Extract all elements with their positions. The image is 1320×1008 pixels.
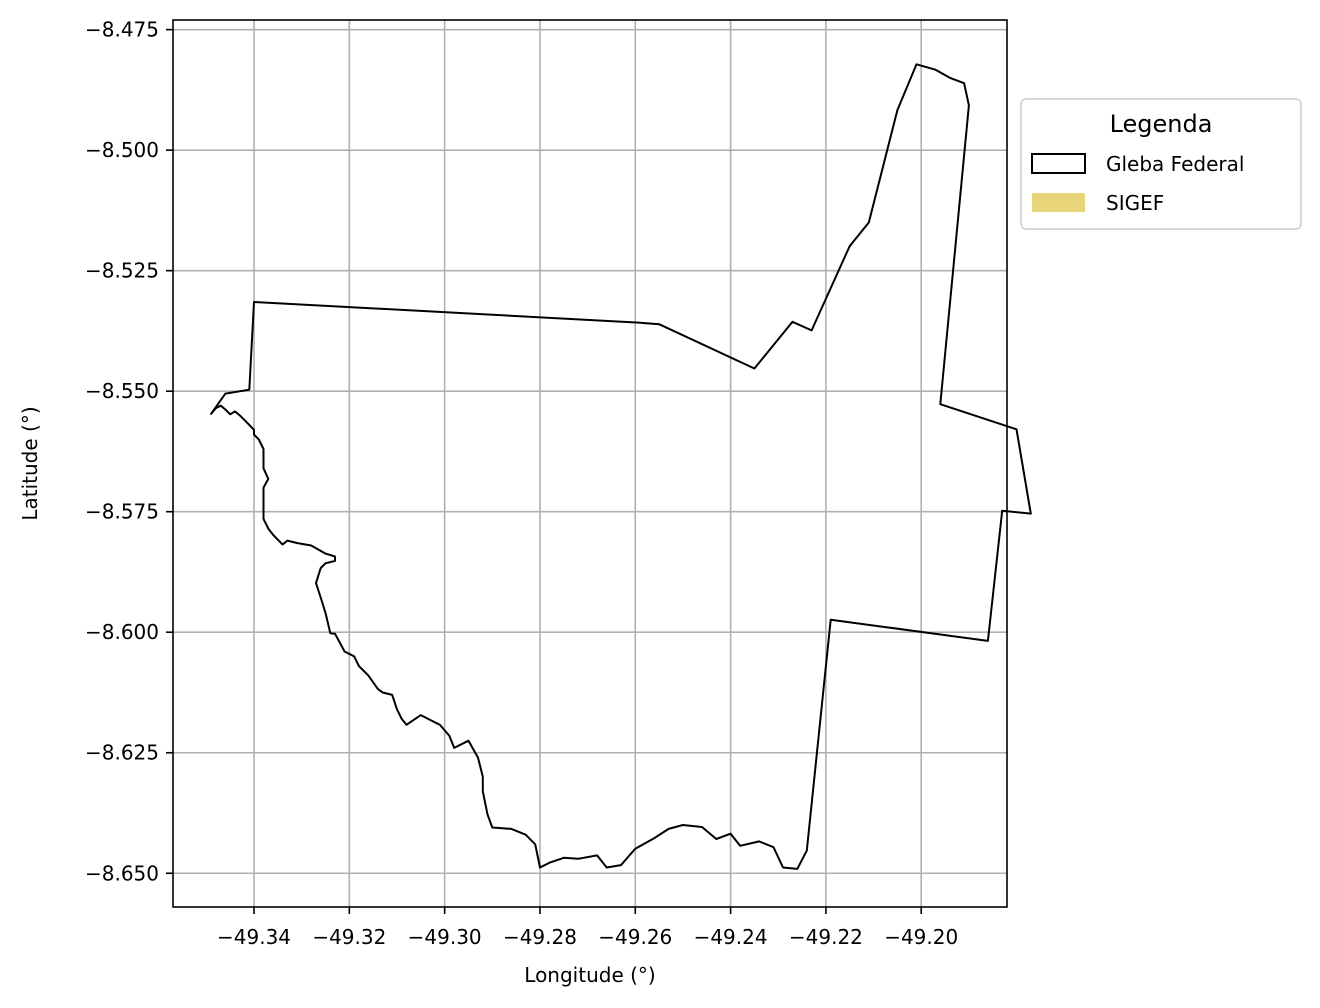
series-layer (210, 63, 1032, 870)
y-tick-label: −8.625 (85, 741, 159, 765)
x-ticks: −49.34 −49.32 −49.30 −49.28 −49.26 −49.24 −49.… (217, 907, 958, 949)
legend-swatch-sigef (1032, 193, 1085, 212)
legend-title: Legenda (1110, 110, 1213, 138)
legend-box (1020, 98, 1302, 230)
x-tick-label: −49.34 (217, 925, 291, 949)
y-tick-label: −8.650 (85, 861, 159, 885)
y-tick-label: −8.575 (85, 500, 159, 524)
legend-entries: Gleba Federal SIGEF (1031, 152, 1244, 215)
x-tick-label: −49.20 (884, 925, 958, 949)
grid (173, 20, 1007, 907)
legend-label-gleba-federal: Gleba Federal (1106, 152, 1244, 176)
x-tick-label: −49.22 (789, 925, 863, 949)
polygon-gleba-federal (210, 63, 1032, 870)
legend-swatch-gleba-federal (1031, 153, 1086, 174)
x-tick-label: −49.24 (694, 925, 768, 949)
y-tick-label: −8.500 (85, 138, 159, 162)
plot-frame (172, 19, 1008, 908)
y-ticks: −8.475 −8.500 −8.525 −8.550 −8.575 −8.600 −8.6… (85, 18, 173, 885)
y-tick-label: −8.550 (85, 379, 159, 403)
y-axis-label: Latitude (°) (18, 406, 42, 520)
legend: Legenda Gleba Federal SIGEF (1020, 98, 1302, 230)
x-tick-label: −49.26 (598, 925, 672, 949)
x-tick-label: −49.30 (408, 925, 482, 949)
x-axis-label: Longitude (°) (524, 963, 655, 987)
y-tick-label: −8.600 (85, 620, 159, 644)
y-tick-label: −8.525 (85, 259, 159, 283)
y-tick-label: −8.475 (85, 18, 159, 42)
x-tick-label: −49.32 (312, 925, 386, 949)
x-tick-label: −49.28 (503, 925, 577, 949)
legend-label-sigef: SIGEF (1106, 191, 1164, 215)
